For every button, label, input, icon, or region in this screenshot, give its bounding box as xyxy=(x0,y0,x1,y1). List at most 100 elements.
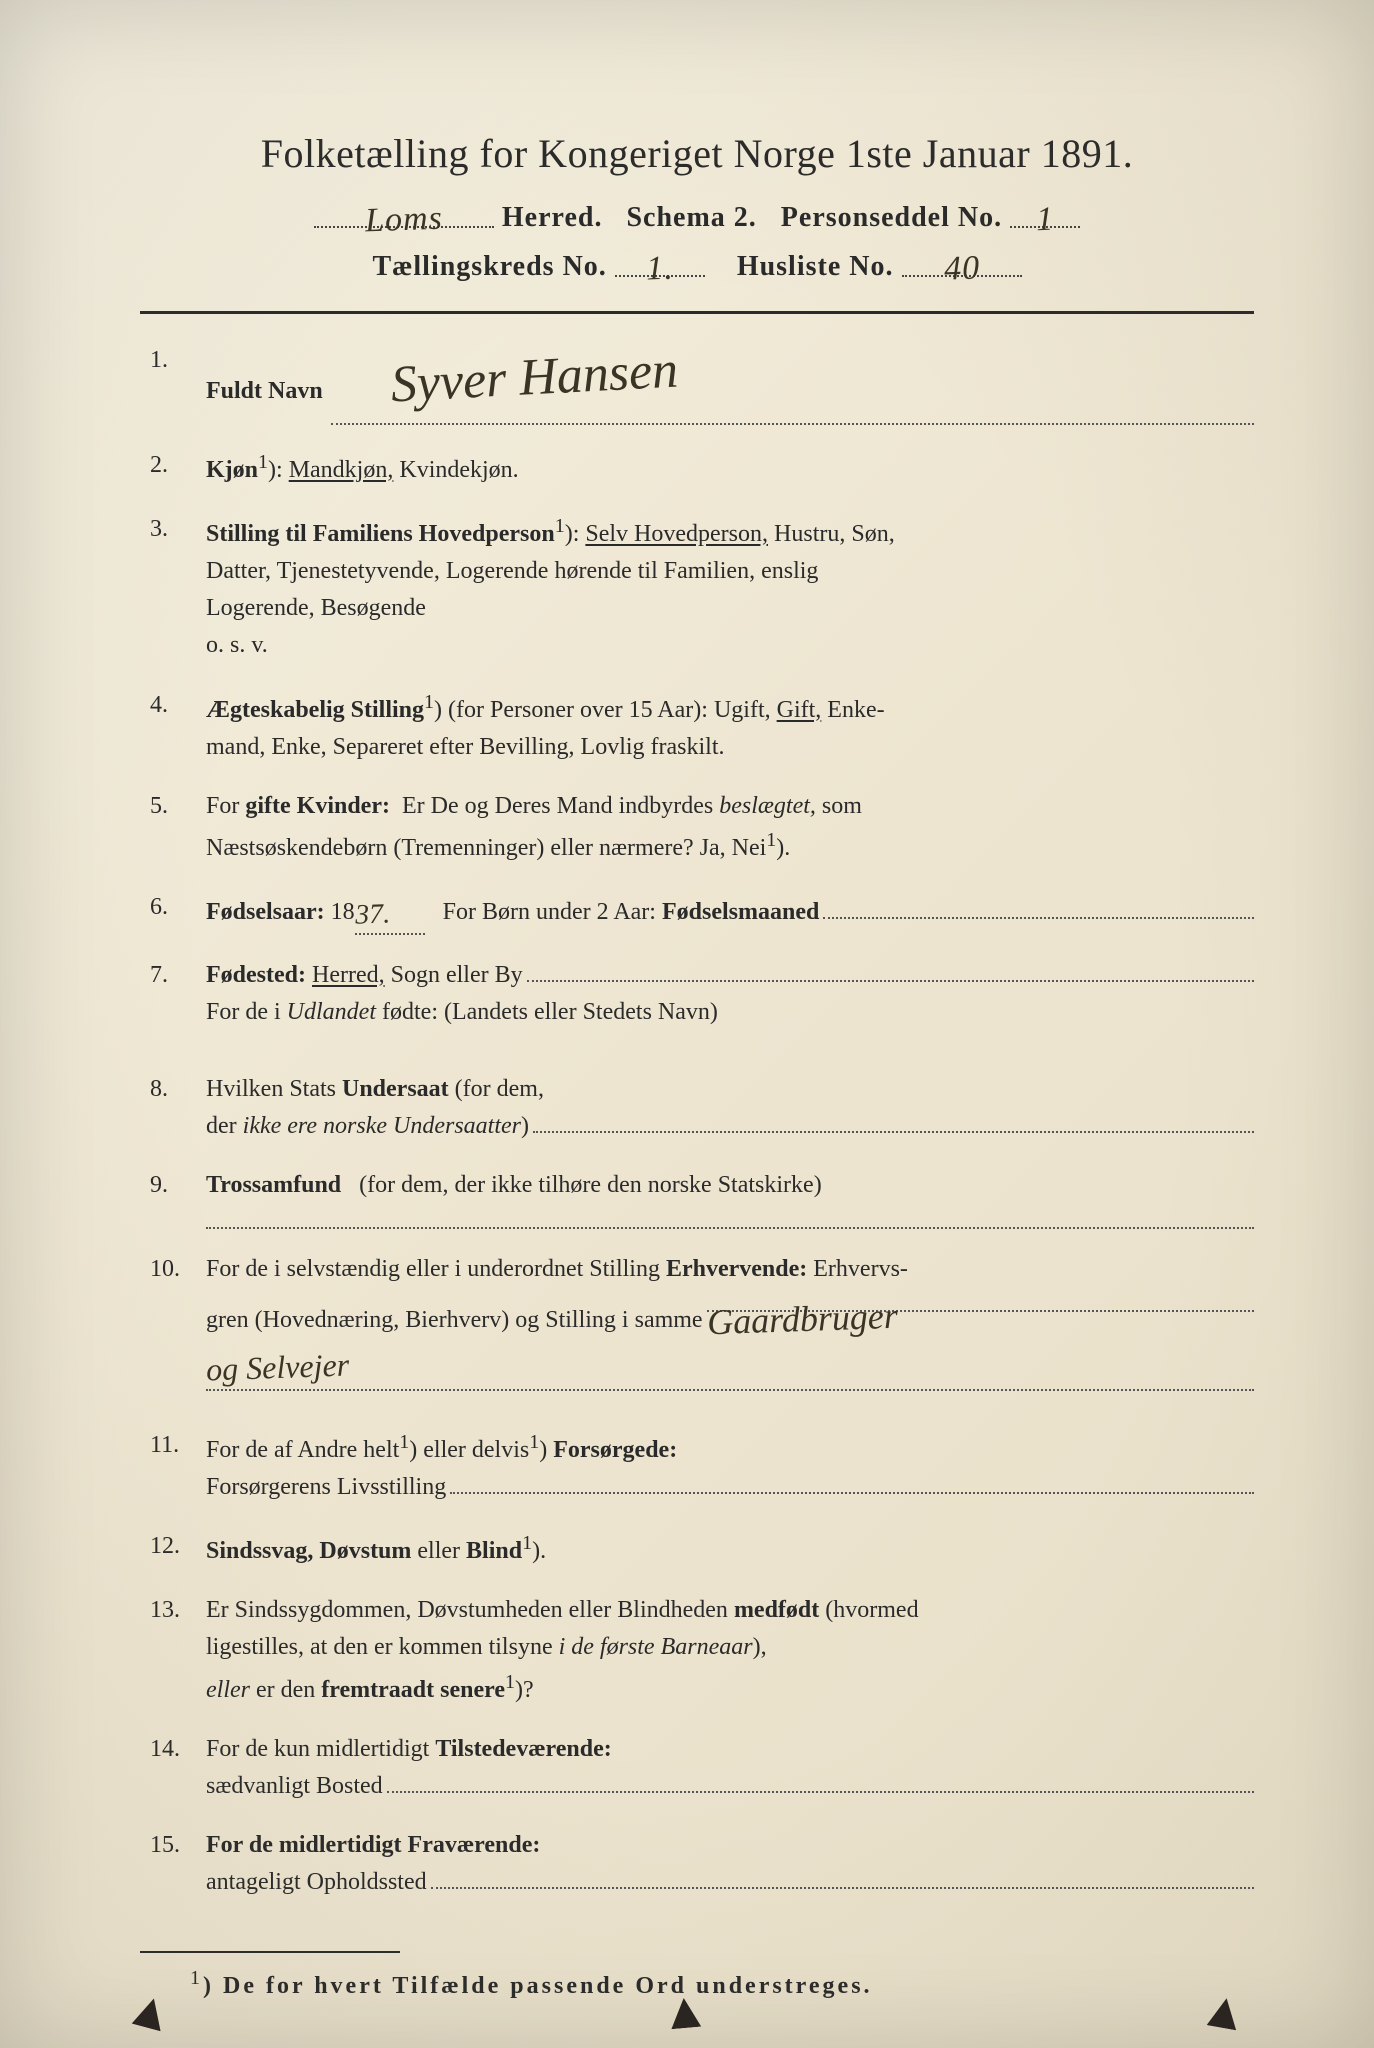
footnote-divider xyxy=(140,1951,400,1953)
item-3-opt-selv: Selv Hovedperson, xyxy=(585,521,768,547)
main-title: Folketælling for Kongeriget Norge 1ste J… xyxy=(140,130,1254,177)
item-7-line2a: For de i xyxy=(206,999,281,1025)
footnote: 1) De for hvert Tilfælde passende Ord un… xyxy=(140,1967,1254,2000)
item-8-num: 8. xyxy=(150,1071,206,1145)
item-13-line3a: eller xyxy=(206,1677,250,1703)
herred-field: Loms xyxy=(314,197,494,228)
item-11-bold: Forsørgede: xyxy=(553,1437,677,1463)
item-5: 5. For gifte Kvinder: Er De og Deres Man… xyxy=(150,788,1254,867)
item-4-content: Ægteskabelig Stilling1) (for Personer ov… xyxy=(206,687,1254,766)
item-12-content: Sindssvag, Døvstum eller Blind1). xyxy=(206,1528,1254,1570)
item-9-content: Trossamfund (for dem, der ikke tilhøre d… xyxy=(206,1167,1254,1228)
item-10-line2: gren (Hovednæring, Bierhverv) og Stillin… xyxy=(206,1302,703,1339)
item-4-num: 4. xyxy=(150,687,206,766)
item-5-for: For xyxy=(206,793,239,819)
item-9-label: Trossamfund xyxy=(206,1172,341,1198)
item-2: 2. Kjøn1): Mandkjøn, Kvindekjøn. xyxy=(150,447,1254,489)
item-4-sup: 1 xyxy=(424,691,434,713)
item-6-content: Fødselsaar: 1837. For Børn under 2 Aar: … xyxy=(206,889,1254,934)
item-11-sup1: 1 xyxy=(399,1431,409,1453)
herred-label: Herred. xyxy=(502,202,603,233)
item-12-sup: 1 xyxy=(522,1532,532,1554)
item-5-label: gifte Kvinder: xyxy=(245,793,390,819)
item-11-num: 11. xyxy=(150,1427,206,1506)
item-10-field-2: og Selvejer xyxy=(206,1339,1254,1391)
item-5-num: 5. xyxy=(150,788,206,867)
paper-tear-2 xyxy=(669,1997,702,2030)
item-6-year-field: 37. xyxy=(355,889,425,934)
herred-handwritten: Loms xyxy=(365,200,444,241)
item-15-num: 15. xyxy=(150,1827,206,1901)
item-6: 6. Fødselsaar: 1837. For Børn under 2 Aa… xyxy=(150,889,1254,934)
item-1-handwritten: Syver Hansen xyxy=(389,331,680,427)
item-1-num: 1. xyxy=(150,342,206,425)
item-11-content: For de af Andre helt1) eller delvis1) Fo… xyxy=(206,1427,1254,1506)
item-2-content: Kjøn1): Mandkjøn, Kvindekjøn. xyxy=(206,447,1254,489)
item-13-line2a: ligestilles, at den er kommen tilsyne xyxy=(206,1634,553,1660)
item-1-field: Syver Hansen xyxy=(331,342,1254,425)
item-9-text: (for dem, der ikke tilhøre den norske St… xyxy=(359,1172,822,1198)
item-2-num: 2. xyxy=(150,447,206,489)
item-14-content: For de kun midlertidigt Tilstedeværende:… xyxy=(206,1731,1254,1805)
kreds-handwritten: 1. xyxy=(646,250,675,289)
item-10-hand2: og Selvejer xyxy=(205,1341,350,1396)
subtitle-line-2: Tællingskreds No. 1. Husliste No. 40 xyxy=(140,246,1254,283)
item-7-content: Fødested: Herred, Sogn eller By For de i… xyxy=(206,957,1254,1031)
item-3-line1b: Hustru, Søn, xyxy=(774,521,895,547)
item-5-line2: Næstsøskendebørn (Tremenninger) eller næ… xyxy=(206,835,766,861)
item-3-num: 3. xyxy=(150,511,206,665)
item-5-content: For gifte Kvinder: Er De og Deres Mand i… xyxy=(206,788,1254,867)
husliste-handwritten: 40 xyxy=(943,249,980,288)
item-8-bold: Undersaat xyxy=(342,1076,449,1102)
item-15-bold: Fraværende: xyxy=(408,1832,541,1858)
item-10-field-1: Gaardbruger xyxy=(707,1288,1254,1312)
item-3-sup: 1 xyxy=(555,515,565,537)
item-11-text3: ) xyxy=(539,1437,547,1463)
item-6-prefix: 18 xyxy=(331,894,355,931)
item-2-opt-b: Kvindekjøn. xyxy=(399,457,518,483)
item-14-field xyxy=(387,1769,1254,1793)
item-11-text2: ) eller delvis xyxy=(409,1437,529,1463)
item-7: 7. Fødested: Herred, Sogn eller By For d… xyxy=(150,957,1254,1031)
item-8-text1: Hvilken Stats xyxy=(206,1076,336,1102)
item-14-text: For de kun midlertidigt xyxy=(206,1736,429,1762)
item-12-end: ). xyxy=(532,1538,546,1564)
personseddel-handwritten: 1 xyxy=(1036,201,1055,240)
item-4-opt-a: Ugift, xyxy=(714,697,771,723)
item-3-line3: Logerende, Besøgende xyxy=(206,595,426,621)
item-13: 13. Er Sindssygdommen, Døvstumheden elle… xyxy=(150,1592,1254,1709)
item-4-opt-c: Enke- xyxy=(827,697,884,723)
item-5-ital: beslægtet, xyxy=(719,793,816,819)
item-10-bold1: Erhvervende: xyxy=(666,1256,807,1282)
item-13-line2b: i de første Barneaar xyxy=(559,1634,753,1660)
item-4-paren: (for Personer over 15 Aar): xyxy=(448,697,708,723)
item-10: 10. For de i selvstændig eller i underor… xyxy=(150,1251,1254,1391)
husliste-label: Husliste No. xyxy=(737,251,894,282)
item-13-line2c: ), xyxy=(753,1634,767,1660)
item-1: 1. Fuldt Navn Syver Hansen xyxy=(150,342,1254,425)
item-12-bold: Sindssvag, Døvstum xyxy=(206,1538,411,1564)
item-5-text1: Er De og Deres Mand indbyrdes xyxy=(402,793,713,819)
form-header: Folketælling for Kongeriget Norge 1ste J… xyxy=(140,130,1254,283)
item-15-content: For de midlertidigt Fraværende: antageli… xyxy=(206,1827,1254,1901)
footnote-text: ) De for hvert Tilfælde passende Ord und… xyxy=(203,1973,873,1999)
item-13-content: Er Sindssygdommen, Døvstumheden eller Bl… xyxy=(206,1592,1254,1709)
item-8-field xyxy=(533,1109,1254,1133)
item-11: 11. For de af Andre helt1) eller delvis1… xyxy=(150,1427,1254,1506)
item-11-line2: Forsørgerens Livsstilling xyxy=(206,1469,446,1506)
item-15-line2: antageligt Opholdssted xyxy=(206,1864,427,1901)
item-5-som: som xyxy=(822,793,862,819)
item-3-label: Stilling til Familiens Hovedperson xyxy=(206,521,555,547)
paper-tear-3 xyxy=(1207,1996,1242,2031)
item-11-text1: For de af Andre helt xyxy=(206,1437,399,1463)
item-8-content: Hvilken Stats Undersaat (for dem, der ik… xyxy=(206,1071,1254,1145)
item-3-line4: o. s. v. xyxy=(206,632,268,658)
item-8-line2b: ikke ere norske Undersaatter xyxy=(243,1108,521,1145)
item-14-bold: Tilstedeværende: xyxy=(435,1736,611,1762)
item-5-sup: 1 xyxy=(766,829,776,851)
personseddel-field: 1 xyxy=(1010,197,1080,228)
item-7-num: 7. xyxy=(150,957,206,1031)
item-7-field xyxy=(527,958,1254,982)
item-4-line2: mand, Enke, Separeret efter Bevilling, L… xyxy=(206,734,725,760)
item-8: 8. Hvilken Stats Undersaat (for dem, der… xyxy=(150,1071,1254,1145)
